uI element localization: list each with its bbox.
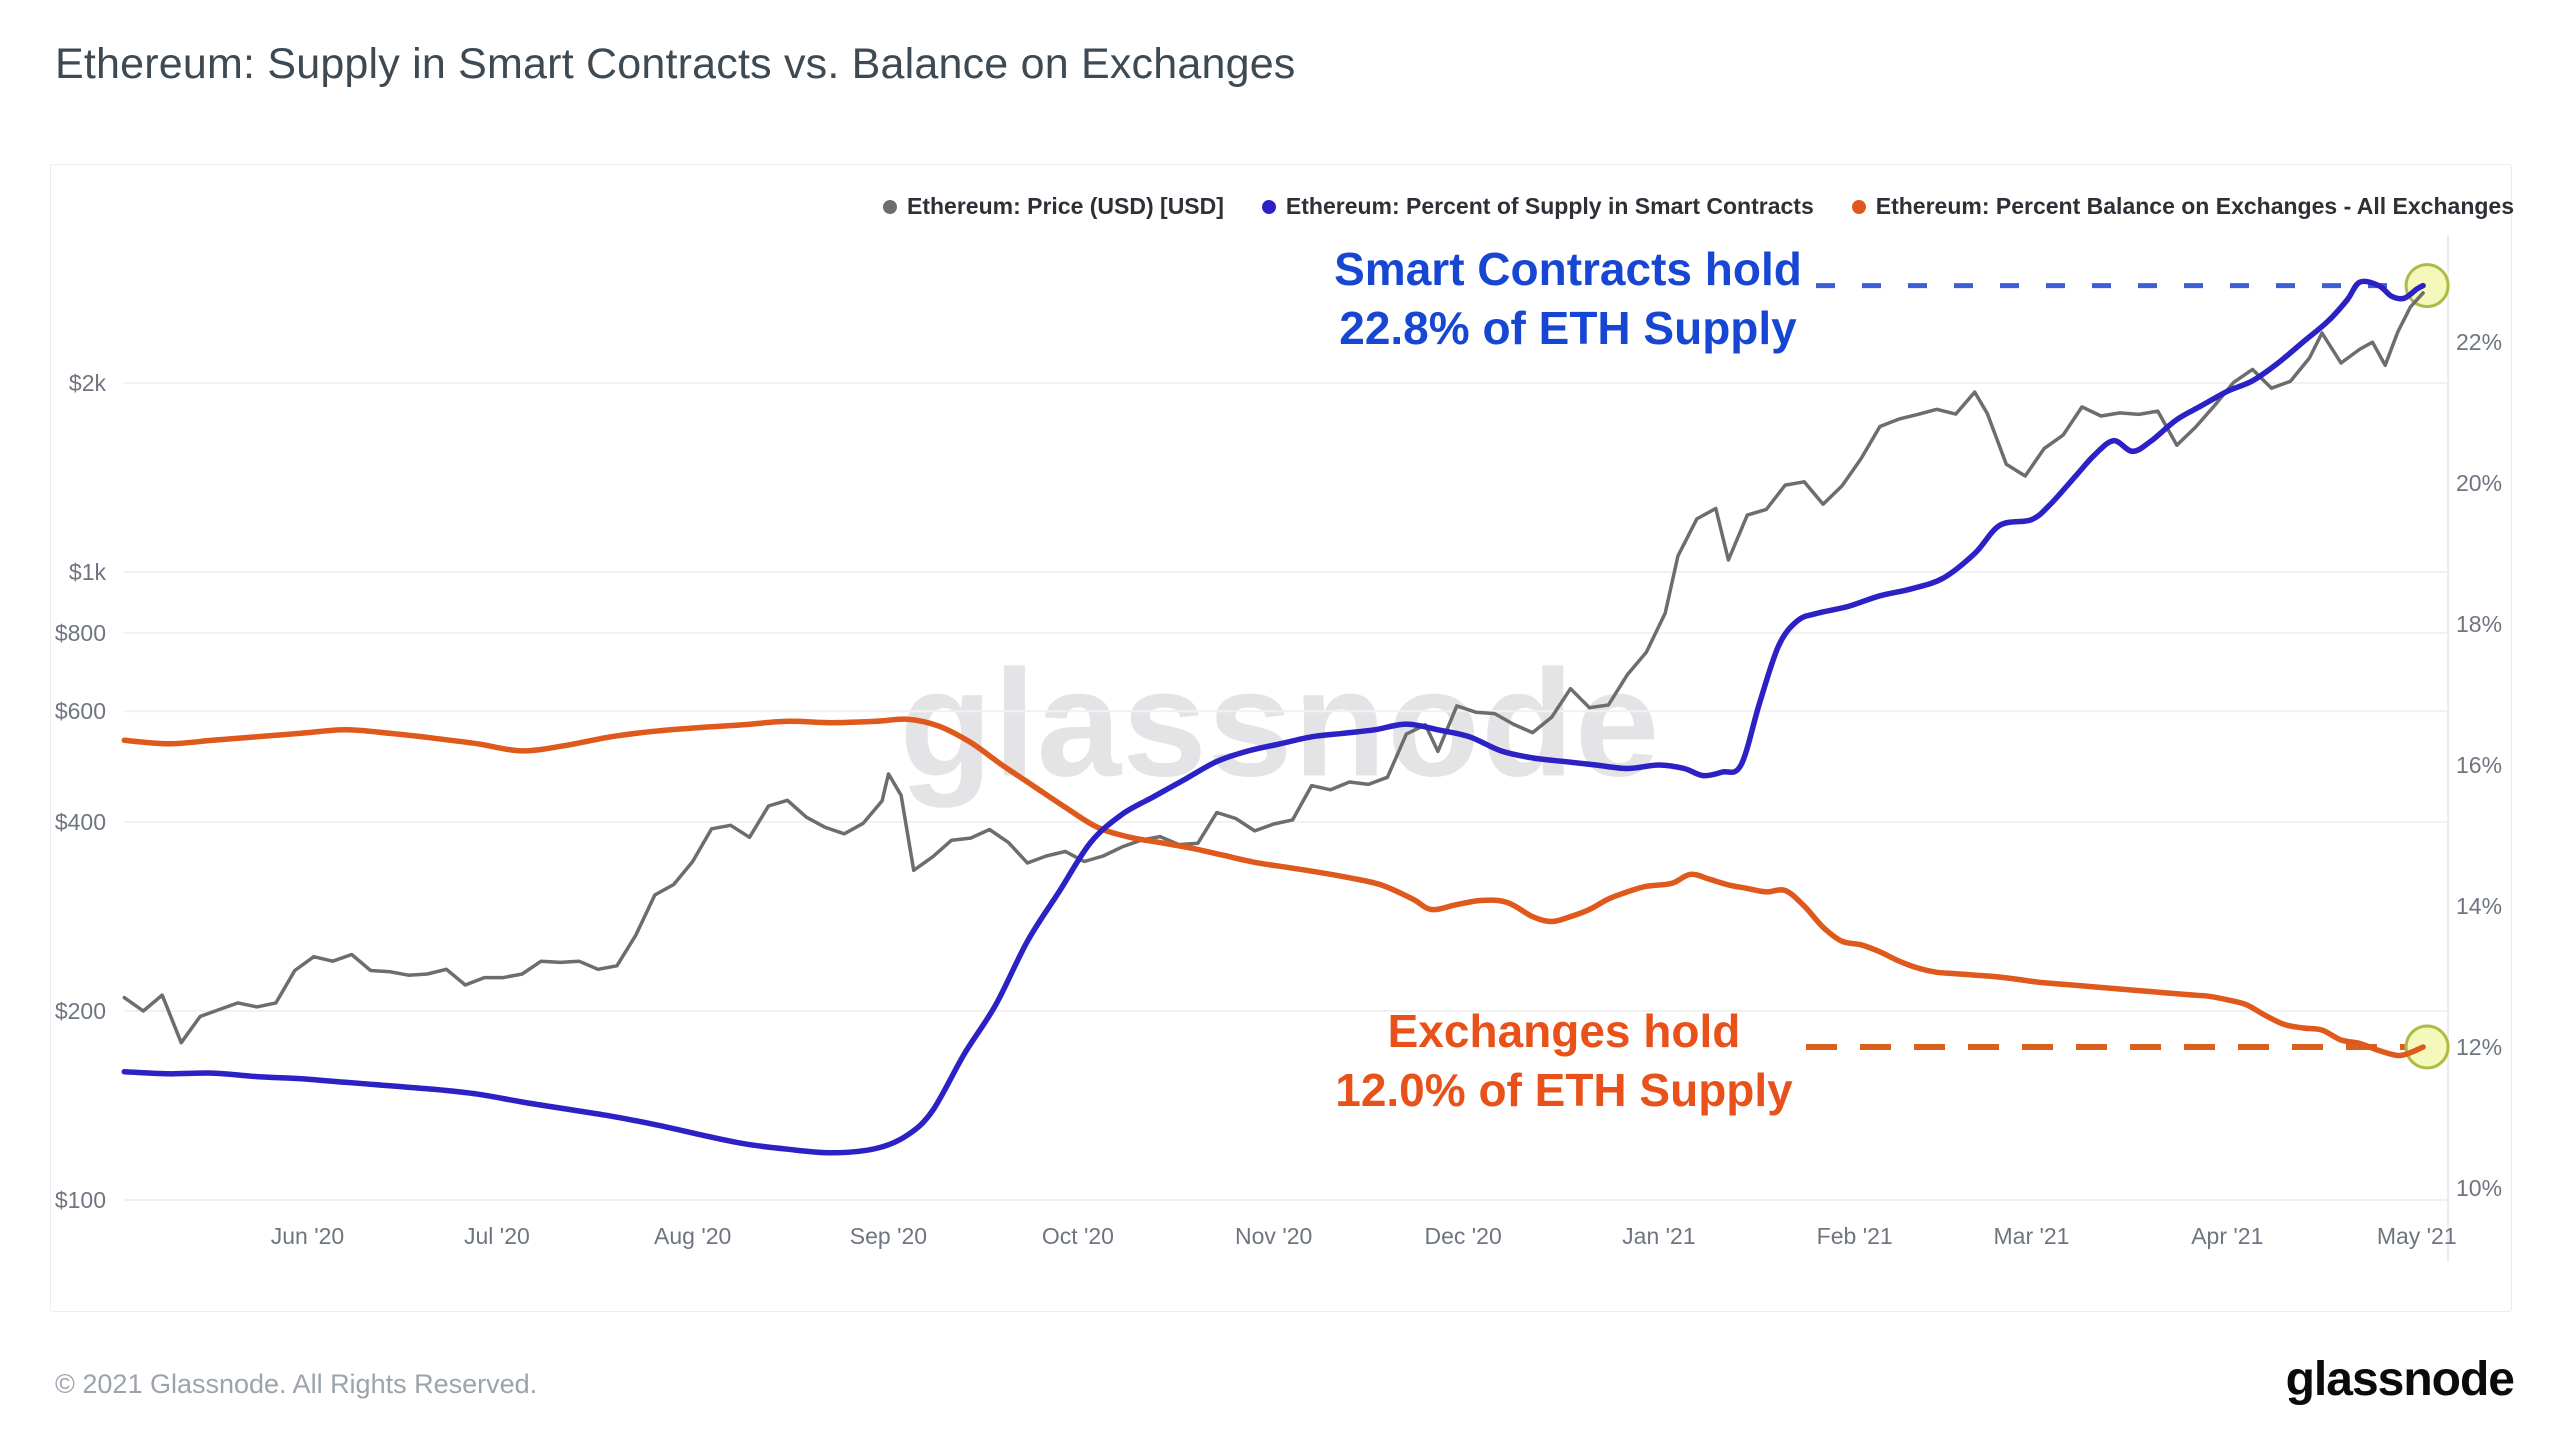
- x-axis-tick-Sep-'20: Sep '20: [849, 1223, 928, 1249]
- chart-legend: Ethereum: Price (USD) [USD] Ethereum: Per…: [882, 193, 2514, 220]
- left-axis-tick-$1k: $1k: [68, 559, 106, 585]
- right-axis-tick-20%: 20%: [2456, 470, 2503, 496]
- annotation-exchanges-line1: Exchanges hold: [1387, 1005, 1741, 1057]
- endpoint-highlight-circle: [2404, 1024, 2450, 1070]
- legend-dot-icon: [1851, 199, 1866, 214]
- right-axis-tick-14%: 14%: [2456, 893, 2503, 919]
- right-axis-tick-12%: 12%: [2456, 1034, 2503, 1060]
- right-axis-tick-10%: 10%: [2456, 1175, 2503, 1201]
- legend-item-0[interactable]: Ethereum: Price (USD) [USD]: [882, 193, 1224, 220]
- legend-item-label: Ethereum: Percent Balance on Exchanges -…: [1875, 193, 2514, 219]
- x-axis-tick-Jun-'20: Jun '20: [270, 1223, 345, 1249]
- copyright-text: © 2021 Glassnode. All Rights Reserved.: [55, 1369, 538, 1399]
- x-axis-tick-Apr-'21: Apr '21: [2191, 1223, 2264, 1249]
- x-axis-tick-May-'21: May '21: [2376, 1223, 2457, 1249]
- endpoint-highlight-circle: [2404, 263, 2450, 309]
- right-axis-tick-22%: 22%: [2456, 329, 2503, 355]
- x-axis-tick-Jan-'21: Jan '21: [1622, 1223, 1696, 1249]
- x-axis-tick-Mar-'21: Mar '21: [1993, 1223, 2070, 1249]
- x-axis-tick-Dec-'20: Dec '20: [1424, 1223, 1502, 1249]
- left-axis-tick-$400: $400: [54, 808, 106, 835]
- page-title: Ethereum: Supply in Smart Contracts vs. …: [55, 40, 1296, 88]
- legend-item-2[interactable]: Ethereum: Percent Balance on Exchanges -…: [1851, 193, 2514, 220]
- legend-item-label: Ethereum: Price (USD) [USD]: [906, 193, 1224, 219]
- series-line-right-exchanges: [121, 716, 2426, 1059]
- x-axis-tick-Oct-'20: Oct '20: [1041, 1223, 1114, 1249]
- legend-dot-icon: [1261, 199, 1276, 214]
- glassnode-logo: glassnode: [2285, 1353, 2515, 1406]
- left-axis-tick-$600: $600: [54, 698, 106, 725]
- x-axis-tick-Jul-'20: Jul '20: [464, 1223, 530, 1249]
- left-axis-tick-$800: $800: [54, 619, 106, 646]
- chart-card: [50, 164, 2512, 1312]
- right-axis-tick-16%: 16%: [2456, 752, 2503, 778]
- legend-item-1[interactable]: Ethereum: Percent of Supply in Smart Con…: [1261, 193, 1814, 220]
- x-axis-tick-Feb-'21: Feb '21: [1816, 1223, 1893, 1249]
- annotation-smart-contracts-line2: 22.8% of ETH Supply: [1339, 302, 1797, 354]
- annotation-smart-contracts-line1: Smart Contracts hold: [1334, 243, 1802, 295]
- series-line-right-smart-contracts: [121, 278, 2426, 1156]
- annotation-exchanges: Exchanges hold 12.0% of ETH Supply: [1254, 1002, 1874, 1120]
- x-axis-tick-Nov-'20: Nov '20: [1235, 1223, 1313, 1249]
- legend-item-label: Ethereum: Percent of Supply in Smart Con…: [1285, 193, 1814, 219]
- left-axis-tick-$200: $200: [54, 997, 106, 1024]
- series-line-left-price: [122, 291, 2425, 1045]
- legend-dot-icon: [882, 199, 897, 214]
- right-axis-tick-18%: 18%: [2456, 611, 2503, 637]
- x-axis-tick-Aug-'20: Aug '20: [654, 1223, 732, 1249]
- annotation-smart-contracts: Smart Contracts hold 22.8% of ETH Supply: [1258, 240, 1878, 358]
- left-axis-tick-$2k: $2k: [68, 369, 106, 396]
- annotation-exchanges-line2: 12.0% of ETH Supply: [1335, 1064, 1793, 1116]
- left-axis-tick-$100: $100: [54, 1187, 106, 1213]
